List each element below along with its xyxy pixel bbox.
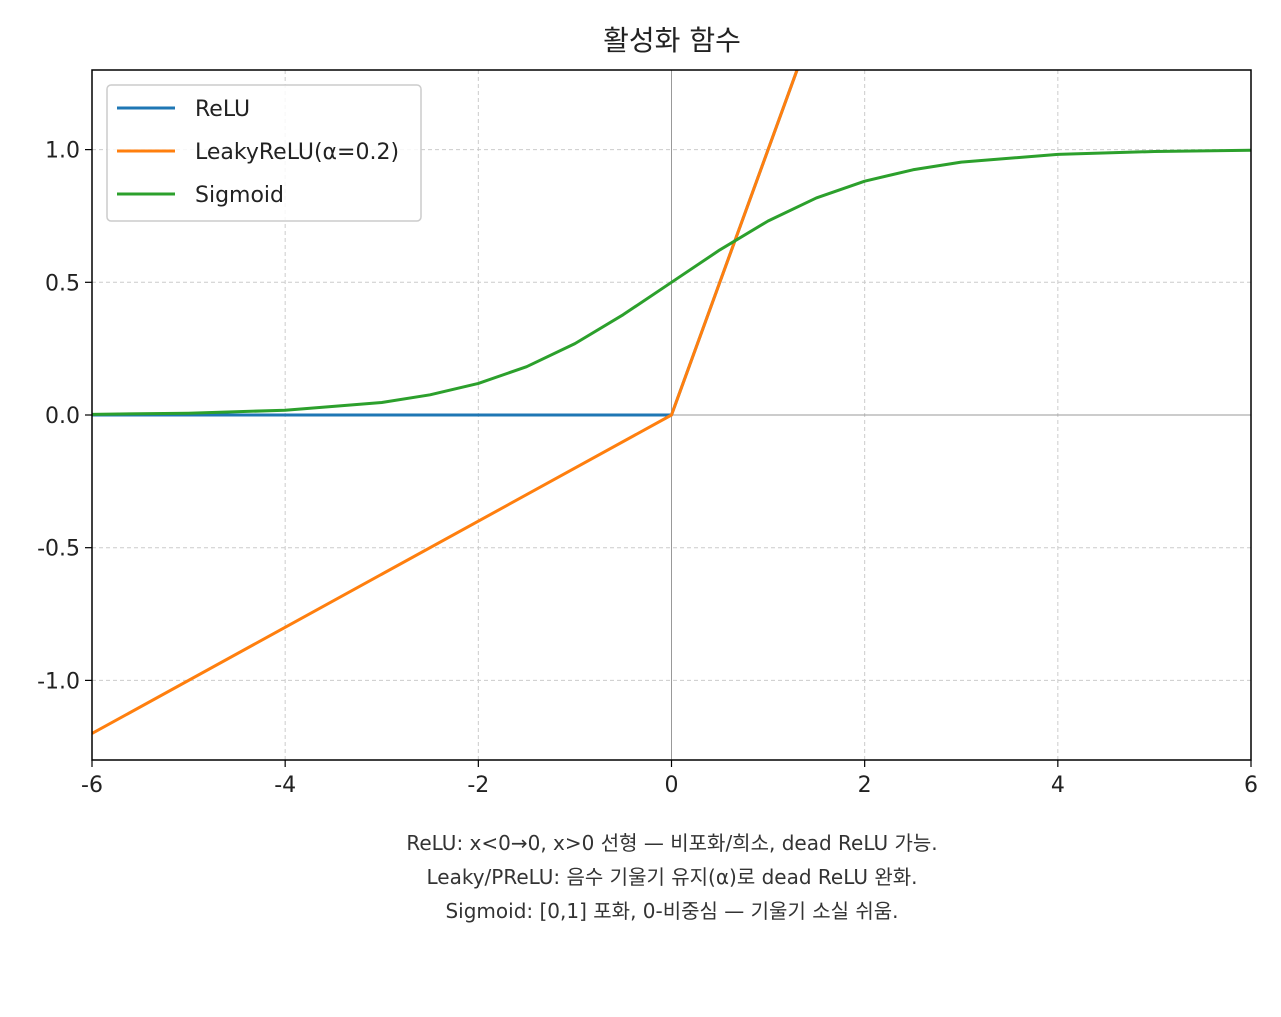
caption-line: Leaky/PReLU: 음수 기울기 유지(α)로 dead ReLU 완화. (426, 865, 917, 889)
legend-label: Sigmoid (195, 183, 284, 208)
y-tick-label: -0.5 (37, 537, 80, 562)
y-tick-label: 0.5 (45, 271, 80, 296)
chart-title: 활성화 함수 (603, 24, 741, 57)
legend-label: LeakyReLU(α=0.2) (195, 140, 399, 165)
y-tick-label: 1.0 (45, 139, 80, 164)
x-tick-label: 2 (858, 773, 872, 798)
series-line-leakyrelu-0-2 (92, 70, 799, 735)
y-tick-label: -1.0 (37, 669, 80, 694)
series-group (92, 70, 1251, 735)
x-tick-label: -2 (467, 773, 489, 798)
caption-line: Sigmoid: [0,1] 포화, 0-비중심 — 기울기 소실 쉬움. (445, 899, 898, 923)
y-tick-label: 0.0 (45, 404, 80, 429)
legend: ReLU LeakyReLU(α=0.2) Sigmoid (106, 84, 422, 222)
caption-line: ReLU: x<0→0, x>0 선형 — 비포화/희소, dead ReLU … (406, 831, 937, 855)
caption: ReLU: x<0→0, x>0 선형 — 비포화/희소, dead ReLU … (406, 831, 937, 923)
plot-area: -6 -4 -2 0 2 4 6 -1.0 -0.5 0.0 0.5 1.0 (37, 69, 1258, 798)
x-tick-label: 0 (665, 773, 679, 798)
legend-label: ReLU (195, 97, 250, 122)
x-tick-label: -6 (81, 773, 103, 798)
x-tick-label: 6 (1244, 773, 1258, 798)
legend-box (106, 84, 422, 222)
x-tick-label: -4 (274, 773, 296, 798)
x-tick-label: 4 (1051, 773, 1065, 798)
series-line-sigmoid (92, 148, 1251, 416)
